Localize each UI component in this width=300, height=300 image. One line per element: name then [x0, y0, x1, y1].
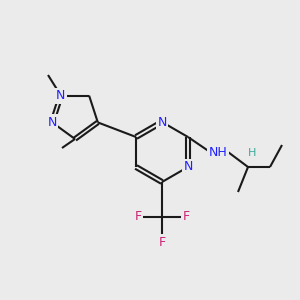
Text: N: N [56, 89, 66, 102]
Text: F: F [134, 211, 142, 224]
Text: N: N [183, 160, 193, 173]
Text: F: F [182, 211, 190, 224]
Text: N: N [47, 116, 57, 129]
Text: NH: NH [208, 146, 227, 158]
Text: N: N [157, 116, 167, 128]
Text: H: H [248, 148, 256, 158]
Text: F: F [158, 236, 166, 248]
